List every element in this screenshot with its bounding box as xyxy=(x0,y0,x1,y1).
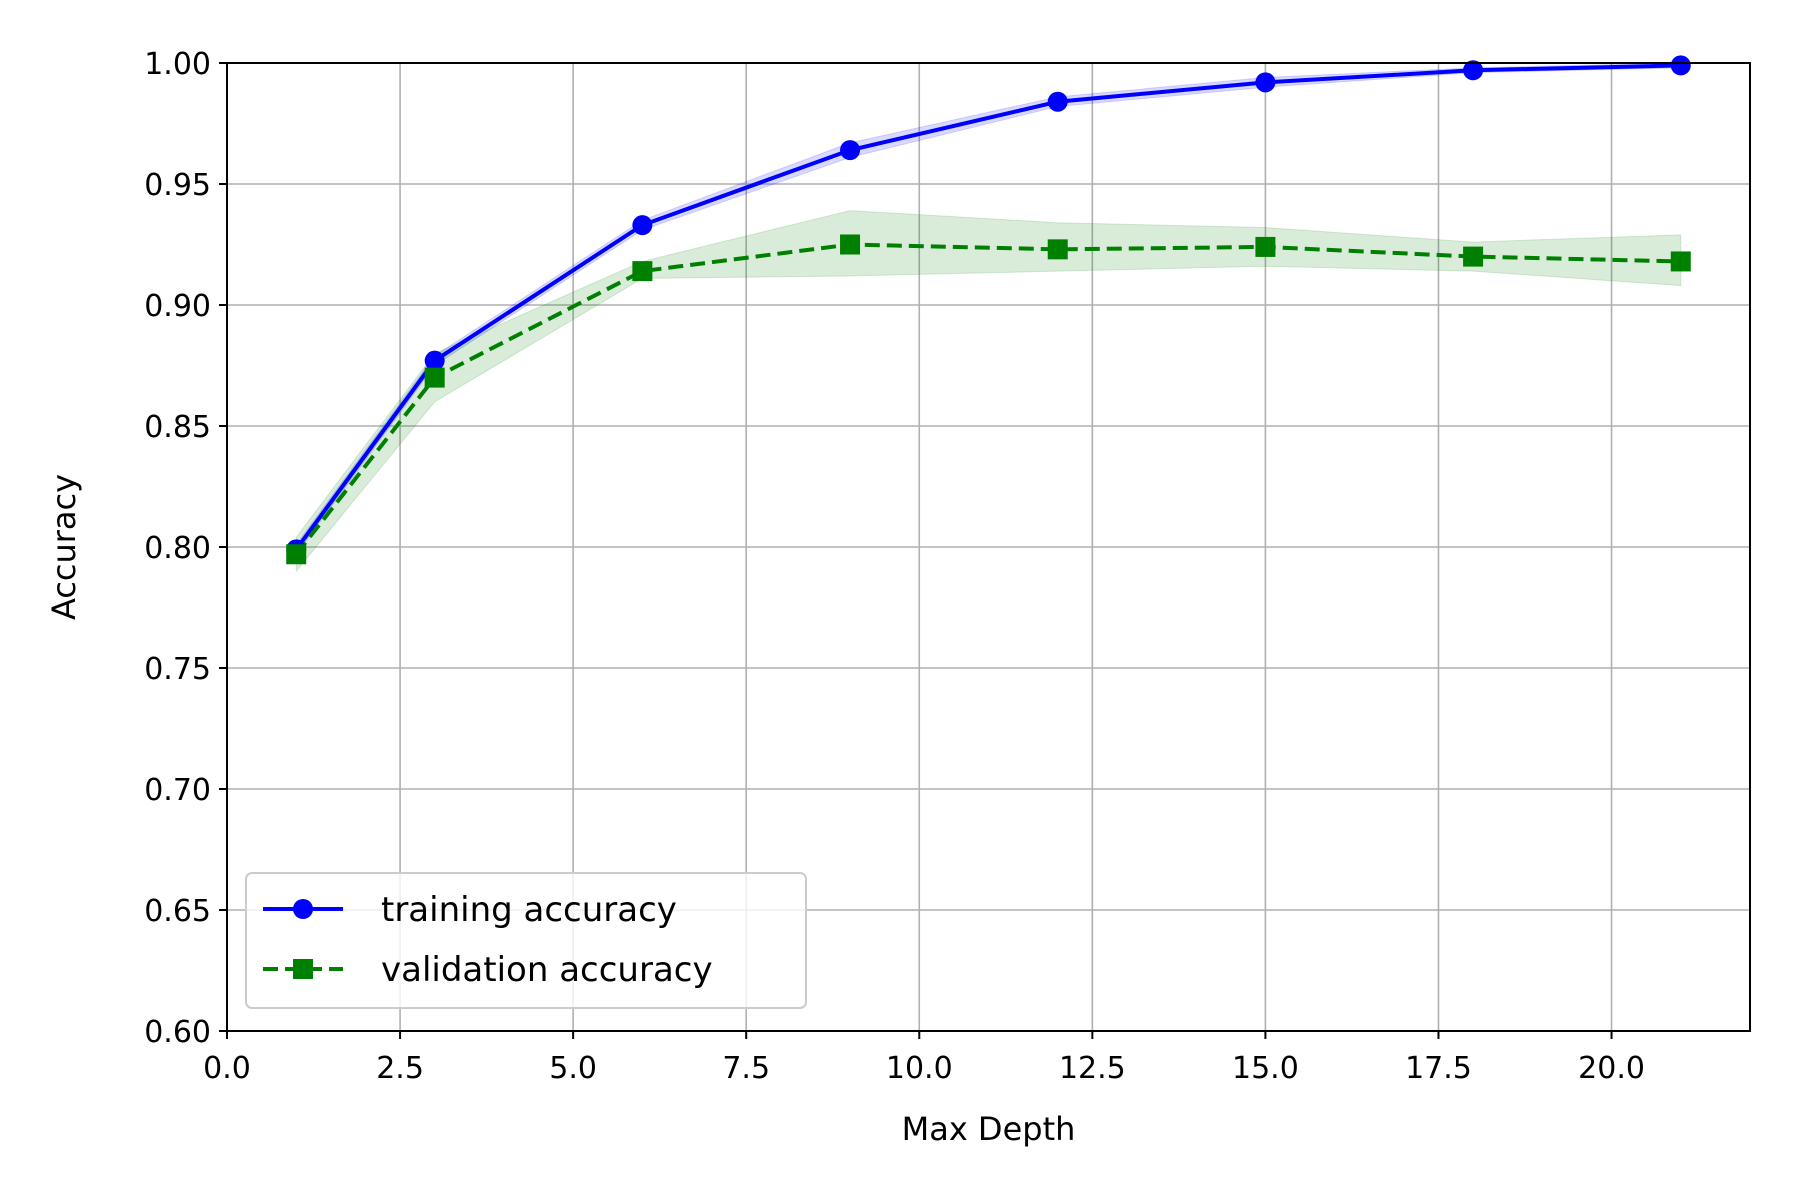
series-0-point xyxy=(632,215,652,235)
x-tick-label: 12.5 xyxy=(1059,1051,1126,1086)
x-tick-label: 0.0 xyxy=(203,1051,251,1086)
y-tick-label: 0.75 xyxy=(144,652,211,687)
series-1-point xyxy=(1671,251,1691,271)
y-tick-label: 0.95 xyxy=(144,168,211,203)
series-1-point xyxy=(632,261,652,281)
series-0-point xyxy=(840,140,860,160)
x-tick-label: 7.5 xyxy=(722,1051,770,1086)
x-tick-label: 17.5 xyxy=(1405,1051,1472,1086)
x-tick-label: 15.0 xyxy=(1232,1051,1299,1086)
y-tick-label: 0.85 xyxy=(144,410,211,445)
x-tick-label: 2.5 xyxy=(376,1051,424,1086)
x-tick-label: 5.0 xyxy=(549,1051,597,1086)
y-tick-label: 0.70 xyxy=(144,773,211,808)
x-tick-label: 10.0 xyxy=(886,1051,953,1086)
series-1-point xyxy=(1463,247,1483,267)
y-tick-label: 0.80 xyxy=(144,531,211,566)
x-axis-label: Max Depth xyxy=(902,1110,1076,1148)
x-tick-label: 20.0 xyxy=(1578,1051,1645,1086)
y-tick-label: 1.00 xyxy=(144,47,211,82)
legend-label: validation accuracy xyxy=(381,950,713,990)
series-0-point xyxy=(1255,72,1275,92)
series-0-point xyxy=(1048,92,1068,112)
series-1-point xyxy=(840,235,860,255)
series-1-point xyxy=(425,368,445,388)
y-tick-label: 0.60 xyxy=(144,1015,211,1050)
series-1-point xyxy=(1048,239,1068,259)
series-1-point xyxy=(1255,237,1275,257)
y-tick-label: 0.65 xyxy=(144,894,211,929)
series-1-point xyxy=(286,544,306,564)
legend-label: training accuracy xyxy=(381,890,677,930)
legend-swatch-marker xyxy=(293,899,313,919)
y-axis-label: Accuracy xyxy=(45,474,83,620)
legend: training accuracy validation accuracy xyxy=(246,873,806,1008)
legend-swatch-marker xyxy=(293,959,313,979)
series-0-point xyxy=(1671,55,1691,75)
y-tick-label: 0.90 xyxy=(144,289,211,324)
